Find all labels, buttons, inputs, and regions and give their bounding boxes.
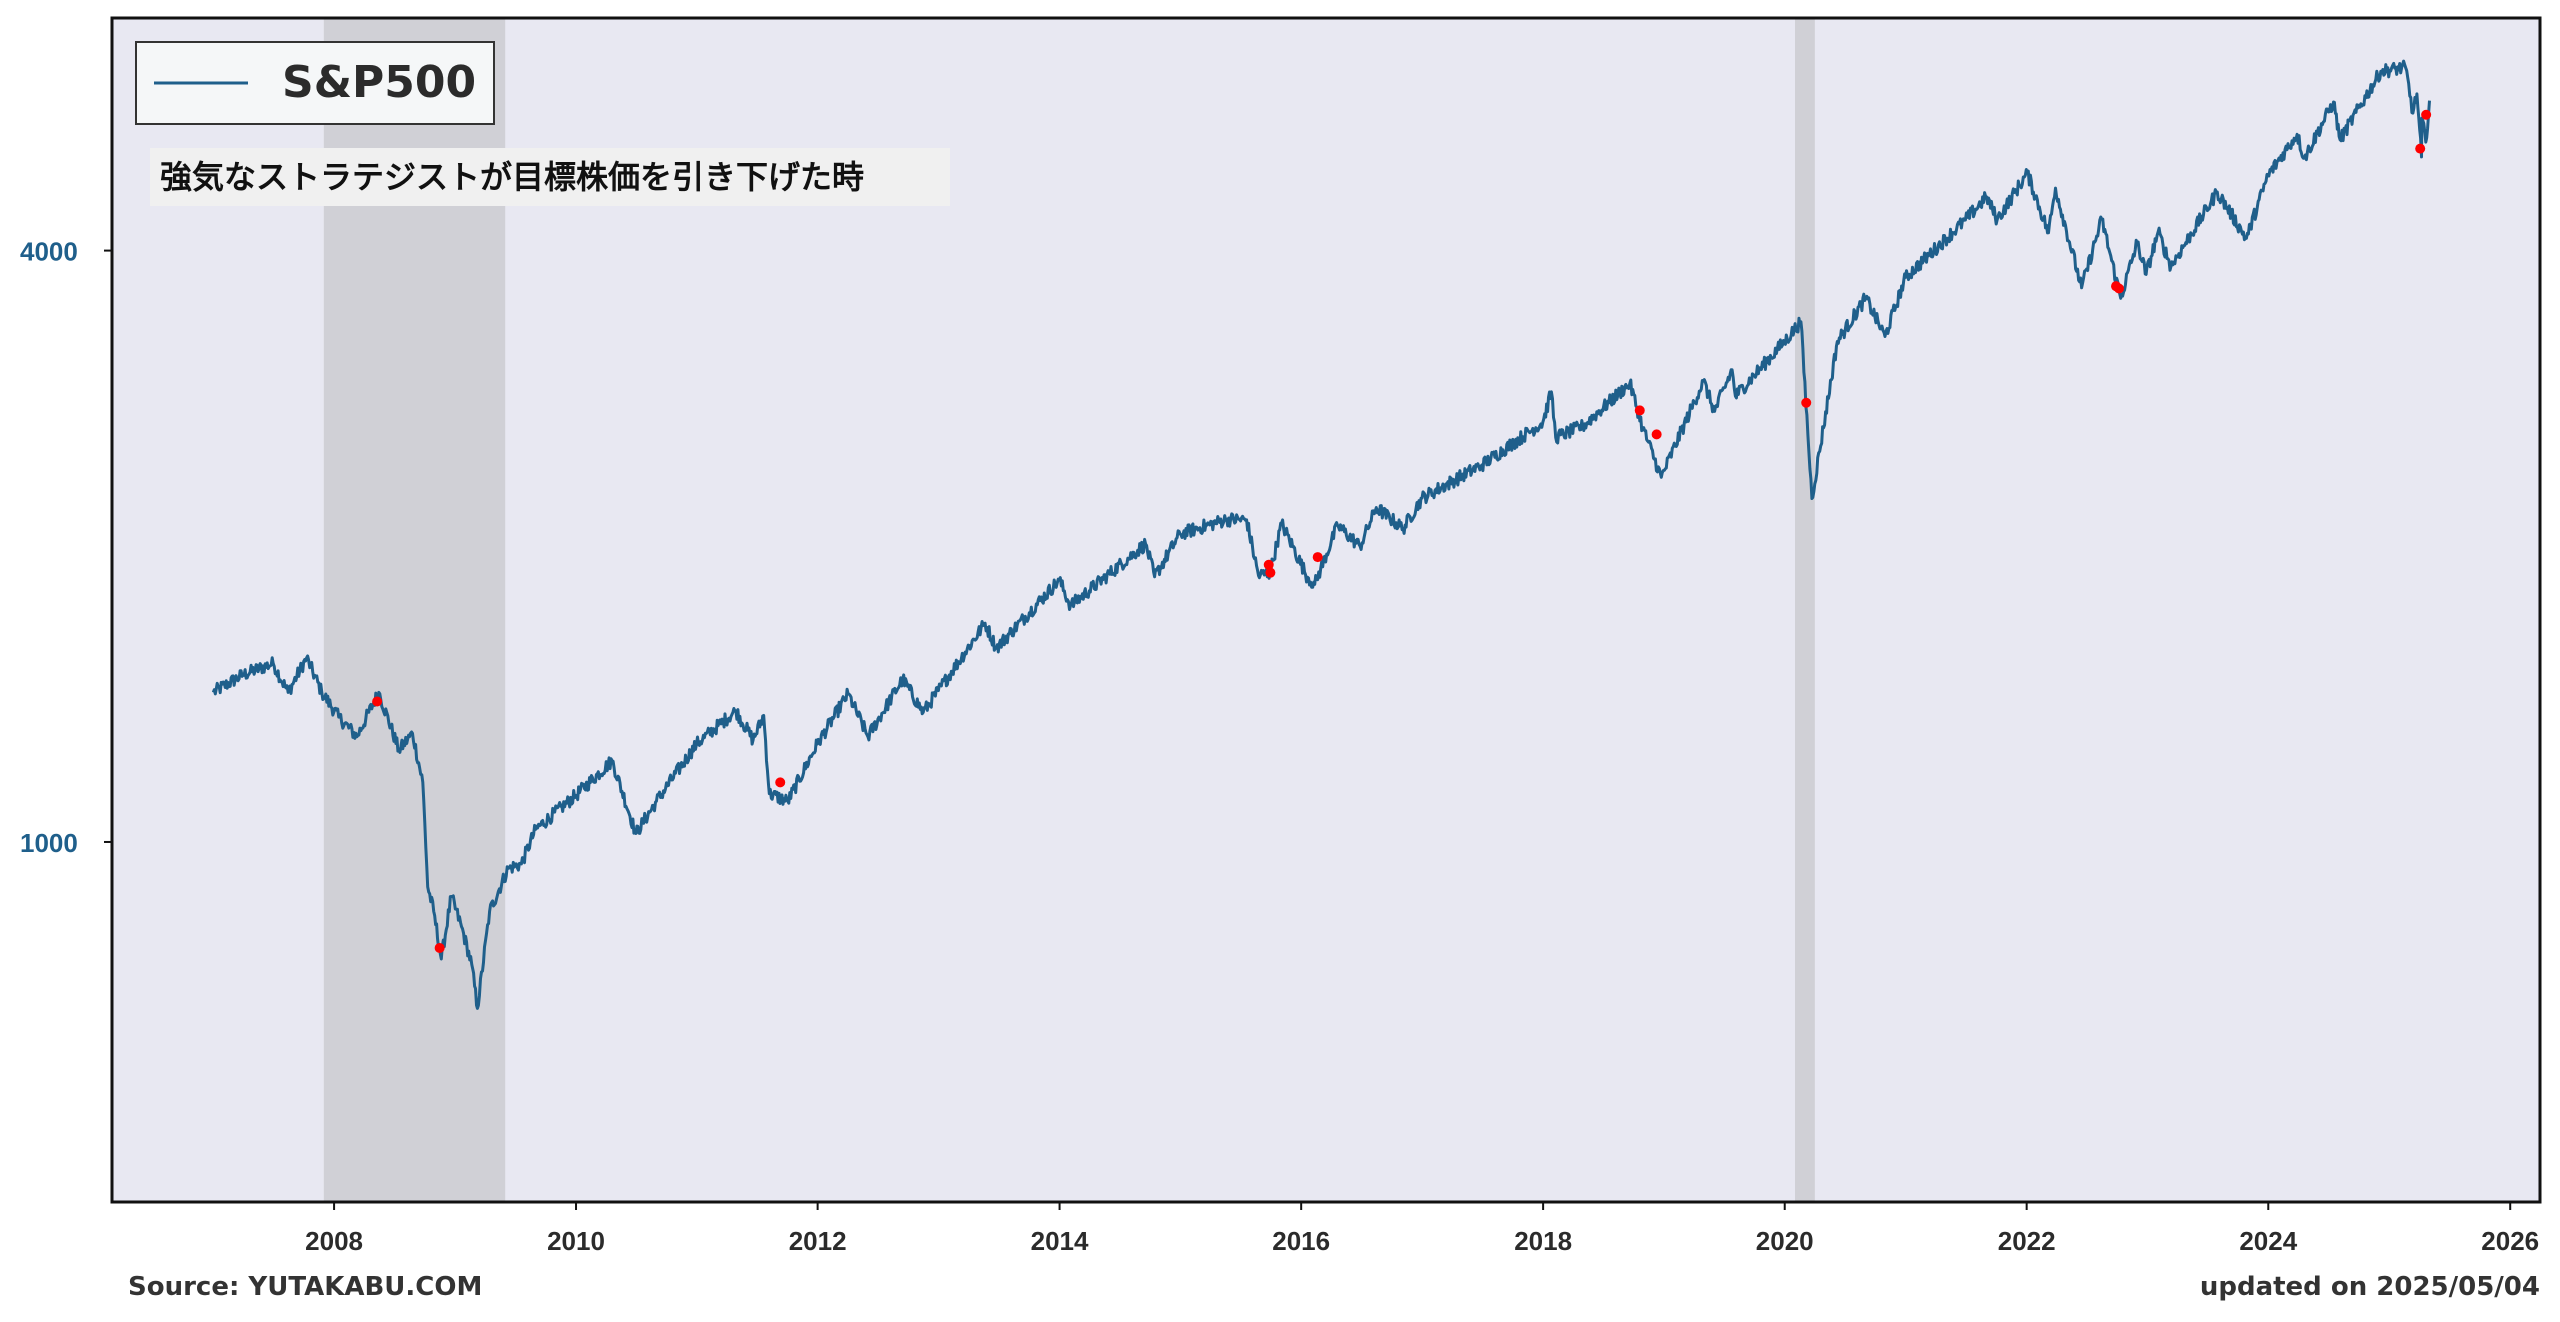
y-axis-ticks: 1000 4000 [20, 237, 112, 858]
marker-point-1 [434, 942, 445, 953]
annotation-background [150, 148, 950, 206]
plot-background [112, 18, 2540, 1202]
marker-point-11 [2415, 143, 2426, 154]
legend-box [135, 41, 495, 125]
marker-point-10 [2114, 283, 2125, 294]
x-tick-label-2012: 2012 [789, 1226, 847, 1256]
x-tick-label-2008: 2008 [305, 1226, 363, 1256]
x-tick-label-2026: 2026 [2481, 1226, 2539, 1256]
marker-point-6 [1634, 405, 1645, 416]
x-tick-label-2016: 2016 [1272, 1226, 1330, 1256]
marker-point-8 [1801, 397, 1812, 408]
marker-point-7 [1651, 429, 1662, 440]
legend-label: S&P500 [282, 57, 476, 108]
annotation: 強気なストラテジストが目標株価を引き下げた時 [150, 148, 950, 206]
updated-label: updated on 2025/05/04 [2199, 1272, 2540, 1302]
x-tick-label-2020: 2020 [1756, 1226, 1814, 1256]
marker-point-12 [2421, 109, 2432, 120]
source-label: Source: YUTAKABU.COM [128, 1272, 483, 1302]
y-tick-label-0: 1000 [20, 828, 78, 858]
y-tick-label-1: 4000 [20, 237, 78, 267]
x-tick-label-2010: 2010 [547, 1226, 605, 1256]
marker-point-4 [1265, 567, 1276, 578]
marker-point-5 [1312, 552, 1323, 563]
annotation-text: 強気なストラテジストが目標株価を引き下げた時 [160, 158, 864, 196]
marker-layer [372, 109, 2432, 953]
plot-frame [110, 16, 2542, 1204]
shaded-period-1 [1794, 18, 1815, 1202]
marker-point-0 [372, 696, 383, 707]
x-tick-label-2022: 2022 [1998, 1226, 2056, 1256]
x-axis-ticks: 2008 2010 2012 2014 2016 2018 2020 2022 2024 2026 [305, 1202, 2539, 1256]
marker-point-2 [775, 777, 786, 788]
x-tick-label-2018: 2018 [1514, 1226, 1572, 1256]
x-tick-label-2014: 2014 [1031, 1226, 1089, 1256]
marker-point-3 [1263, 559, 1274, 570]
x-tick-label-2024: 2024 [2239, 1226, 2297, 1256]
series-line-layer [211, 59, 2431, 1010]
series-line-sp500 [211, 59, 2431, 1010]
shaded-period-0 [323, 18, 506, 1202]
shaded-periods [323, 18, 1815, 1202]
legend: S&P500 [135, 41, 495, 125]
